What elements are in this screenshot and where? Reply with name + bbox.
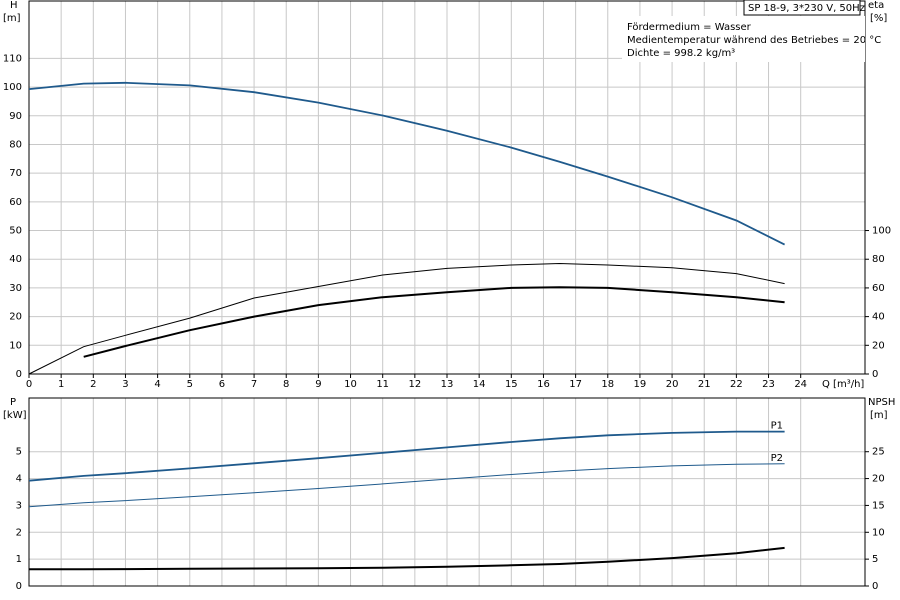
plot-frame [28,0,866,375]
y2-tick-label: 20 [872,340,885,351]
y2-tick-label: 10 [872,527,885,538]
y-tick-label: 60 [9,197,22,208]
y2-axis-unit: [m] [870,410,888,421]
x-tick-label: 23 [762,379,775,390]
x-tick-label: 8 [283,379,289,390]
x-tick-label: 14 [473,379,486,390]
y-tick-label: 10 [9,340,22,351]
y-tick-label: 100 [3,82,22,93]
x-tick-label: 22 [730,379,743,390]
y-axis-label: H [10,0,18,11]
curve [28,81,786,246]
x-tick-label: 24 [794,379,807,390]
y2-tick-label: 80 [872,254,885,265]
y-tick-label: 70 [9,168,22,179]
x-tick-label: 5 [187,379,193,390]
x-tick-label: 10 [344,379,357,390]
x-tick-label: 6 [219,379,225,390]
y2-tick-label: 100 [872,226,891,237]
y2-tick-label: 15 [872,500,885,511]
info-box [622,16,865,62]
y-axis-label: P [10,397,16,408]
title-box [743,0,861,16]
y-tick-label: 80 [9,139,22,150]
x-axis-label: Q [m³/h] [822,379,864,390]
y-tick-label: 4 [16,474,22,485]
x-tick-label: 17 [569,379,582,390]
y-axis-unit: [m] [3,13,21,24]
y-tick-label: 2 [16,527,22,538]
y2-tick-label: 25 [872,447,885,458]
y2-axis-label: NPSH [868,397,895,408]
y-tick-label: 0 [16,369,22,380]
curve [28,430,785,482]
chart-title: SP 18-9, 3*230 V, 50Hz [748,3,865,14]
x-tick-label: 9 [315,379,321,390]
y-tick-label: 30 [9,283,22,294]
curve [28,463,785,508]
y-tick-label: 0 [16,581,22,592]
y2-tick-label: 40 [872,312,885,323]
curve [28,262,785,375]
y2-tick-label: 5 [872,554,878,565]
x-tick-label: 3 [122,379,128,390]
y-tick-label: 40 [9,254,22,265]
y-tick-label: 3 [16,500,22,511]
x-tick-label: 21 [698,379,711,390]
x-tick-label: 15 [505,379,518,390]
x-tick-label: 20 [666,379,679,390]
x-tick-label: 11 [376,379,389,390]
x-tick-label: 4 [154,379,160,390]
y-tick-label: 50 [9,226,22,237]
curve [29,546,785,571]
annotation: Medientemperatur während des Betriebes =… [627,35,881,46]
x-tick-label: 0 [26,379,32,390]
x-tick-label: 7 [251,379,257,390]
y-tick-label: 110 [3,53,22,64]
x-tick-label: 1 [58,379,64,390]
plot-frame [28,397,866,587]
y-tick-label: 90 [9,111,22,122]
curve [83,286,785,358]
y-tick-label: 1 [16,554,22,565]
y-tick-label: 20 [9,312,22,323]
y-axis-unit: [kW] [3,410,27,421]
y2-axis-unit: [%] [870,13,887,24]
y-tick-label: 5 [16,447,22,458]
y2-tick-label: 0 [872,369,878,380]
annotation: Fördermedium = Wasser [627,22,752,33]
x-tick-label: 18 [601,379,614,390]
x-tick-label: 19 [634,379,647,390]
x-tick-label: 16 [537,379,550,390]
y2-tick-label: 0 [872,581,878,592]
y2-axis-label: eta [868,0,884,11]
x-tick-label: 2 [90,379,96,390]
y2-tick-label: 20 [872,474,885,485]
curve-label: P1 [771,421,783,432]
x-tick-label: 13 [441,379,454,390]
curve-label: P2 [771,453,783,464]
annotation: Dichte = 998.2 kg/m³ [627,48,735,59]
x-tick-label: 12 [408,379,421,390]
y2-tick-label: 60 [872,283,885,294]
